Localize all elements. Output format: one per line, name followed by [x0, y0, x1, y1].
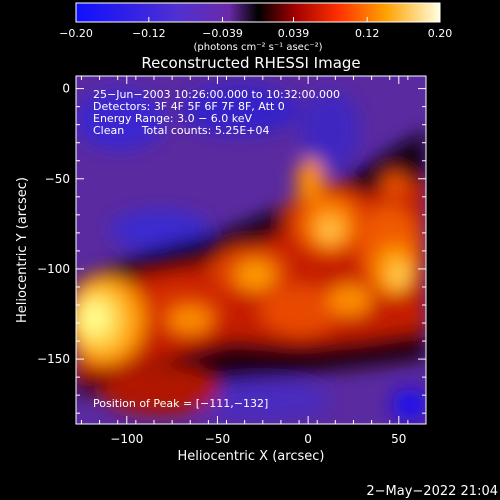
- x-axis-label: Heliocentric X (arcsec): [178, 449, 325, 464]
- colorbar-tick-label: 0.039: [278, 27, 310, 40]
- y-axis-label: Heliocentric Y (arcsec): [15, 177, 30, 323]
- colorbar-tick-label: −0.12: [132, 27, 166, 40]
- x-tick-label: −100: [110, 432, 143, 446]
- annotation-detectors: Detectors: 3F 4F 5F 6F 7F 8F, Att 0: [93, 100, 285, 113]
- peak-position-label: Position of Peak = [−111,−132]: [93, 397, 268, 410]
- colorbar-tick-label: 0.12: [355, 27, 380, 40]
- info-annotations: 25−Jun−2003 10:26:00.000 to 10:32:00.000…: [93, 88, 340, 137]
- y-axis-ticks: 0 −50 −100 −150: [37, 82, 426, 414]
- heatmap-image: [76, 76, 426, 424]
- colorbar-tick-label: −0.20: [59, 27, 93, 40]
- chart-title: Reconstructed RHESSI Image: [141, 54, 360, 72]
- colorbar: −0.20 −0.12 −0.039 0.039 0.12 0.20 (photons c…: [59, 2, 452, 53]
- y-tick-label: 0: [62, 82, 70, 96]
- x-axis-ticks: −100 −50 0 50: [80, 76, 427, 446]
- x-tick-label: −50: [205, 432, 230, 446]
- y-tick-label: −50: [45, 172, 70, 186]
- plot-frame: [75, 75, 427, 425]
- annotation-energy-range: Energy Range: 3.0 − 6.0 keV: [93, 112, 253, 125]
- y-tick-label: −100: [37, 262, 70, 276]
- x-tick-label: 50: [391, 432, 406, 446]
- colorbar-units-label: (photons cm⁻² s⁻¹ asec⁻²): [193, 42, 322, 53]
- annotation-time-range: 25−Jun−2003 10:26:00.000 to 10:32:00.000: [93, 88, 340, 101]
- footer-timestamp: 2−May−2022 21:04: [366, 484, 498, 499]
- colorbar-ticks: −0.20 −0.12 −0.039 0.039 0.12 0.20: [59, 17, 452, 40]
- annotation-clean-counts: Clean Total counts: 5.25E+04: [93, 124, 270, 137]
- colorbar-gradient: [75, 2, 441, 23]
- colorbar-tick-label: −0.039: [202, 27, 243, 40]
- colorbar-tick-label: 0.20: [428, 27, 453, 40]
- x-tick-label: 0: [304, 432, 312, 446]
- y-tick-label: −150: [37, 352, 70, 366]
